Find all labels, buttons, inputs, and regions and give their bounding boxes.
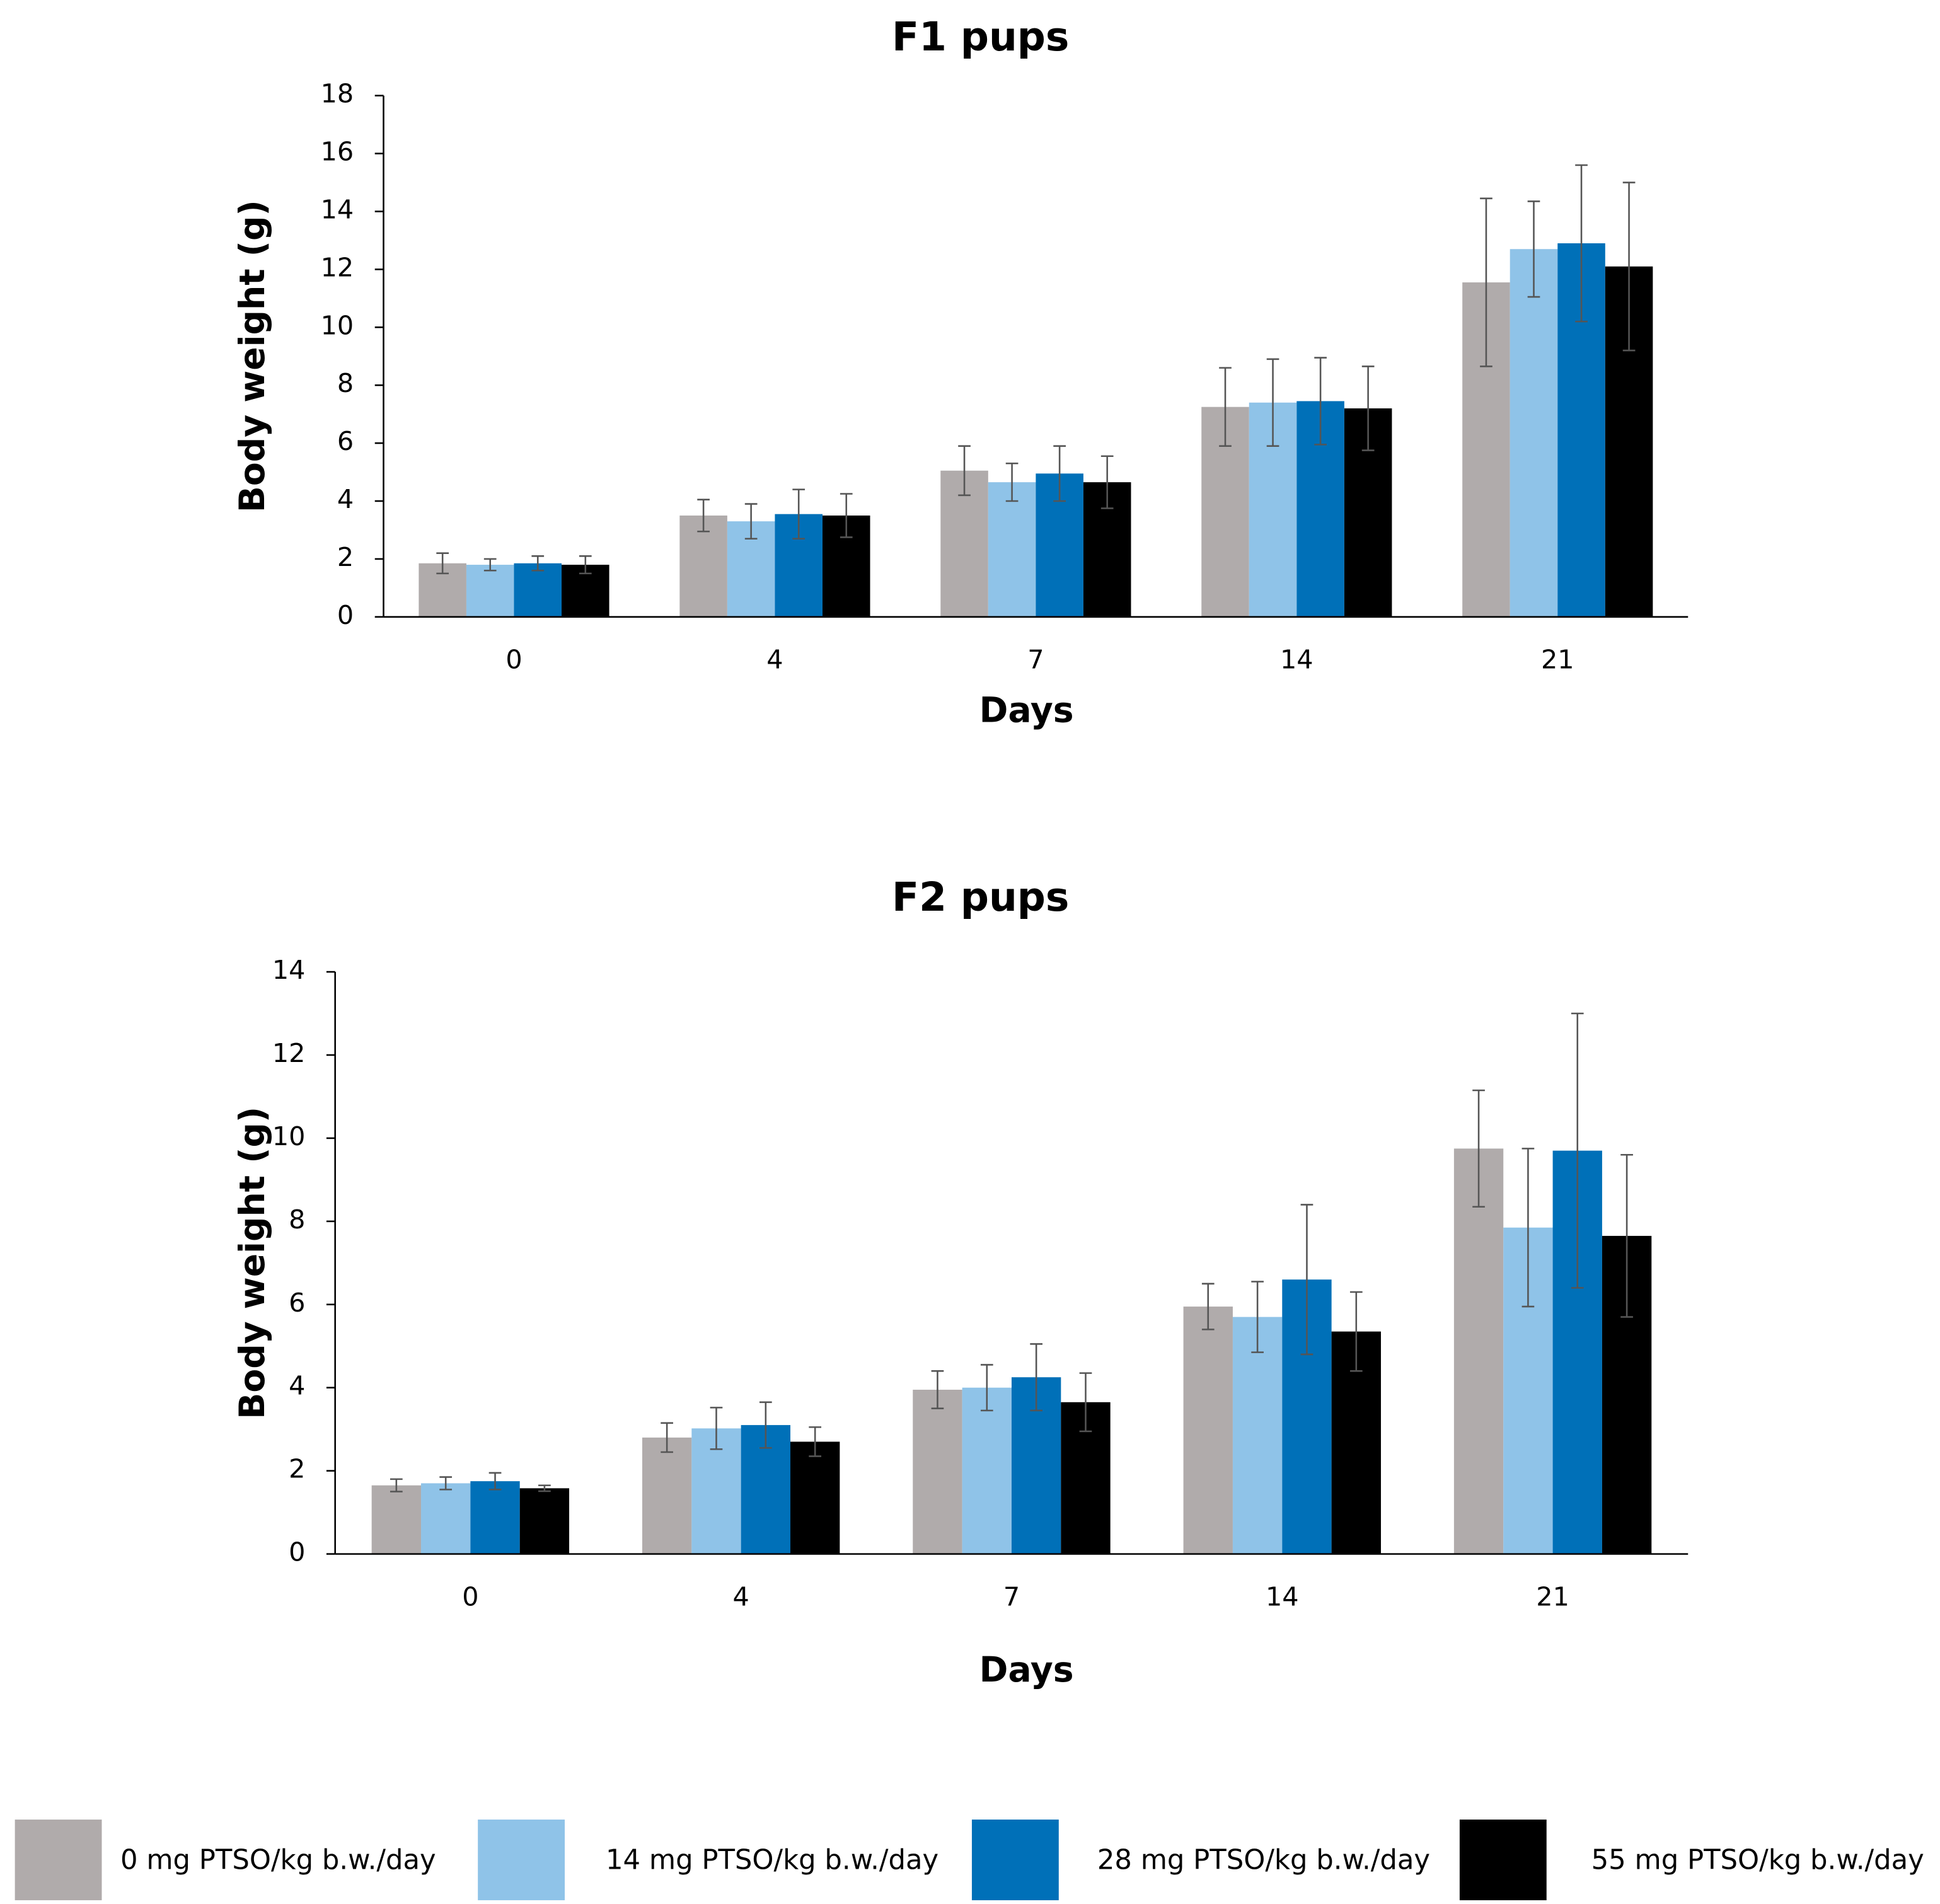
y-tick-label: 0 [289, 1537, 305, 1567]
y-tick-label: 10 [272, 1121, 306, 1151]
x-axis-label: Days [979, 691, 1074, 731]
y-tick-label: 10 [321, 310, 354, 340]
y-tick-label: 6 [337, 426, 354, 456]
y-tick-label: 8 [289, 1204, 305, 1235]
y-tick-label: 16 [321, 137, 354, 167]
bar [679, 515, 727, 617]
y-tick-label: 2 [289, 1454, 305, 1484]
y-tick-label: 6 [289, 1288, 305, 1318]
chart-title: F1 pups [892, 14, 1069, 60]
bar [642, 1437, 692, 1554]
legend-label: 14 mg PTSO/kg b.w./day [606, 1844, 938, 1876]
x-tick-label: 14 [1266, 1582, 1299, 1612]
bar [1453, 1148, 1504, 1554]
bar [962, 1387, 1012, 1554]
y-tick-label: 4 [289, 1371, 305, 1401]
y-tick-label: 14 [321, 194, 354, 224]
bar [988, 482, 1036, 617]
x-tick-label: 4 [733, 1582, 749, 1612]
legend-swatch [14, 1820, 102, 1901]
y-tick-label: 14 [272, 955, 306, 985]
bar [519, 1488, 570, 1554]
bar [913, 1390, 962, 1554]
x-tick-label: 21 [1536, 1582, 1569, 1612]
legend-swatch [1459, 1820, 1547, 1901]
y-tick-label: 12 [321, 252, 354, 282]
x-tick-label: 7 [1003, 1582, 1020, 1612]
bar [371, 1485, 422, 1554]
y-axis-label: Body weight (g) [233, 200, 273, 512]
y-tick-label: 18 [321, 79, 354, 109]
legend-swatch [478, 1820, 565, 1901]
bar [790, 1441, 840, 1554]
y-tick-label: 12 [272, 1038, 306, 1068]
y-tick-label: 8 [337, 368, 354, 398]
bar [470, 1481, 520, 1554]
bar [514, 563, 562, 617]
bar [1183, 1307, 1233, 1554]
bar [1232, 1317, 1283, 1554]
x-tick-label: 7 [1027, 645, 1044, 675]
bar [1510, 249, 1558, 617]
y-axis-label: Body weight (g) [233, 1107, 273, 1419]
x-tick-label: 0 [505, 645, 522, 675]
legend-swatch [971, 1820, 1059, 1901]
x-tick-label: 4 [766, 645, 783, 675]
y-tick-label: 0 [337, 600, 354, 630]
y-tick-label: 4 [337, 484, 354, 514]
legend-label: 0 mg PTSO/kg b.w./day [120, 1844, 436, 1876]
x-tick-label: 0 [462, 1582, 478, 1612]
x-tick-label: 14 [1280, 645, 1314, 675]
x-tick-label: 21 [1541, 645, 1574, 675]
legend-label: 55 mg PTSO/kg b.w./day [1591, 1844, 1924, 1876]
bar [421, 1483, 471, 1554]
x-axis-label: Days [979, 1650, 1074, 1690]
chart-title: F2 pups [892, 874, 1069, 920]
bar [466, 565, 514, 617]
y-tick-label: 2 [337, 542, 354, 572]
legend-label: 28 mg PTSO/kg b.w./day [1097, 1844, 1430, 1876]
